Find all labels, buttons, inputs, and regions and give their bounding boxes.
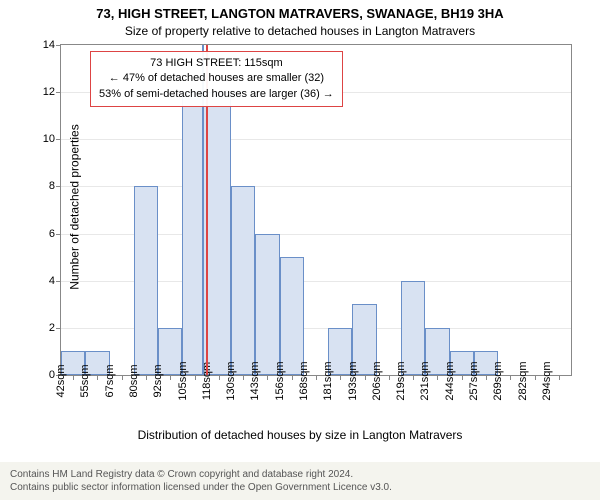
y-tick-label: 4: [49, 275, 55, 287]
y-tick-label: 6: [49, 228, 55, 240]
x-tick: [486, 375, 487, 380]
x-tick: [292, 375, 293, 380]
annotation-line1: 73 HIGH STREET: 115sqm: [99, 56, 334, 71]
x-tick-label: 105sqm: [177, 361, 189, 400]
x-tick-label: 244sqm: [444, 361, 456, 400]
histogram-bar: [280, 257, 304, 375]
x-tick: [146, 375, 147, 380]
x-tick: [170, 375, 171, 380]
x-tick-label: 294sqm: [541, 361, 553, 400]
x-tick: [437, 375, 438, 380]
x-tick-label: 257sqm: [468, 361, 480, 400]
x-tick-label: 181sqm: [322, 361, 334, 400]
x-tick-label: 206sqm: [371, 361, 383, 400]
histogram-bar: [134, 186, 158, 375]
x-tick-label: 156sqm: [274, 361, 286, 400]
x-tick-label: 130sqm: [225, 361, 237, 400]
y-tick: [56, 45, 61, 46]
x-tick: [122, 375, 123, 380]
x-tick-label: 282sqm: [517, 361, 529, 400]
x-tick: [413, 375, 414, 380]
x-tick: [559, 375, 560, 380]
x-tick-label: 80sqm: [128, 364, 140, 397]
x-tick: [389, 375, 390, 380]
x-tick: [462, 375, 463, 380]
x-tick: [73, 375, 74, 380]
x-tick: [97, 375, 98, 380]
chart-title-main: 73, HIGH STREET, LANGTON MATRAVERS, SWAN…: [0, 6, 600, 21]
x-tick: [340, 375, 341, 380]
y-axis-label: Number of detached properties: [68, 124, 82, 289]
x-tick-label: 269sqm: [492, 361, 504, 400]
x-tick: [267, 375, 268, 380]
annotation-box: 73 HIGH STREET: 115sqm ← 47% of detached…: [90, 51, 343, 107]
histogram-bar: [207, 92, 231, 375]
y-tick: [56, 234, 61, 235]
y-tick: [56, 328, 61, 329]
x-tick: [510, 375, 511, 380]
x-tick-label: 143sqm: [249, 361, 261, 400]
x-axis-label: Distribution of detached houses by size …: [0, 428, 600, 442]
x-tick-label: 92sqm: [152, 364, 164, 397]
footer-line2: Contains public sector information licen…: [10, 481, 590, 494]
x-tick: [316, 375, 317, 380]
y-tick-label: 14: [43, 39, 55, 51]
histogram-bar: [231, 186, 255, 375]
x-tick: [243, 375, 244, 380]
annotation-line3: 53% of semi-detached houses are larger (…: [99, 87, 334, 102]
grid-line: [61, 139, 571, 140]
y-tick: [56, 281, 61, 282]
x-tick: [219, 375, 220, 380]
x-tick-label: 168sqm: [298, 361, 310, 400]
y-tick-label: 8: [49, 180, 55, 192]
x-tick-label: 55sqm: [79, 364, 91, 397]
chart-container: 73, HIGH STREET, LANGTON MATRAVERS, SWAN…: [0, 0, 600, 500]
y-tick-label: 10: [43, 133, 55, 145]
x-tick: [365, 375, 366, 380]
chart-title-sub: Size of property relative to detached ho…: [0, 24, 600, 38]
y-tick-label: 2: [49, 322, 55, 334]
footer-line1: Contains HM Land Registry data © Crown c…: [10, 468, 590, 481]
y-tick: [56, 186, 61, 187]
x-tick-label: 219sqm: [395, 361, 407, 400]
x-tick-label: 193sqm: [347, 361, 359, 400]
x-tick-label: 42sqm: [55, 364, 67, 397]
x-tick-label: 231sqm: [419, 361, 431, 400]
x-tick: [195, 375, 196, 380]
annotation-line2: ← 47% of detached houses are smaller (32…: [99, 71, 334, 86]
y-tick-label: 12: [43, 86, 55, 98]
x-tick: [535, 375, 536, 380]
y-tick: [56, 92, 61, 93]
chart-footer: Contains HM Land Registry data © Crown c…: [0, 462, 600, 500]
y-tick: [56, 139, 61, 140]
x-tick-label: 67sqm: [104, 364, 116, 397]
histogram-bar: [255, 234, 279, 375]
